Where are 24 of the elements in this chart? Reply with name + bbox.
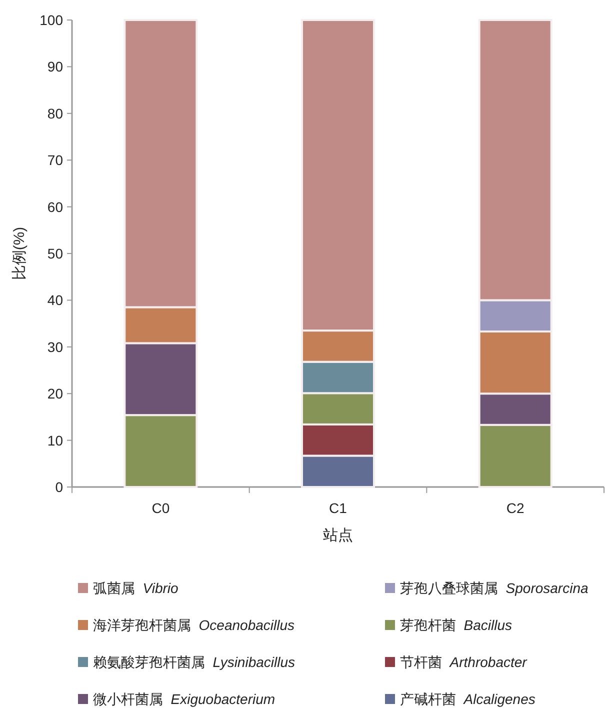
legend-label: 弧菌属 Vibrio — [93, 580, 179, 596]
legend-label: 赖氨酸芽孢杆菌属 Lysinibacillus — [93, 654, 296, 670]
y-tick-label: 20 — [47, 386, 64, 402]
legend-label: 微小杆菌属 Exiguobacterium — [93, 691, 276, 707]
legend-label: 海洋芽孢杆菌属 Oceanobacillus — [93, 617, 295, 633]
y-tick-label: 50 — [47, 246, 64, 262]
legend-label: 节杆菌 Arthrobacter — [400, 654, 528, 670]
y-tick-label: 60 — [47, 198, 64, 215]
x-axis-title: 站点 — [323, 527, 353, 544]
y-tick-label: 90 — [47, 58, 64, 75]
y-tick-label: 40 — [47, 292, 64, 308]
y-tick-label: 0 — [55, 479, 64, 495]
y-tick-label: 70 — [47, 152, 64, 168]
legend-label: 芽孢杆菌 Bacillus — [400, 617, 512, 633]
legend-label: 产碱杆菌 Alcaligenes — [400, 691, 536, 707]
y-tick-label: 30 — [47, 338, 64, 355]
legend-label: 芽孢八叠球菌属 Sporosarcina — [400, 580, 588, 596]
x-tick-label: C1 — [329, 500, 348, 516]
x-tick-label: C0 — [152, 500, 170, 516]
y-tick-label: 100 — [40, 12, 64, 28]
y-tick-label: 10 — [47, 432, 64, 448]
x-tick-label: C2 — [506, 500, 524, 516]
y-axis-title: 比例(%) — [11, 226, 28, 280]
y-tick-label: 80 — [47, 105, 64, 122]
